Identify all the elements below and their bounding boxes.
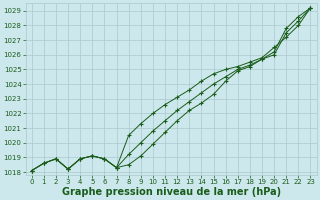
X-axis label: Graphe pression niveau de la mer (hPa): Graphe pression niveau de la mer (hPa) [61, 187, 281, 197]
